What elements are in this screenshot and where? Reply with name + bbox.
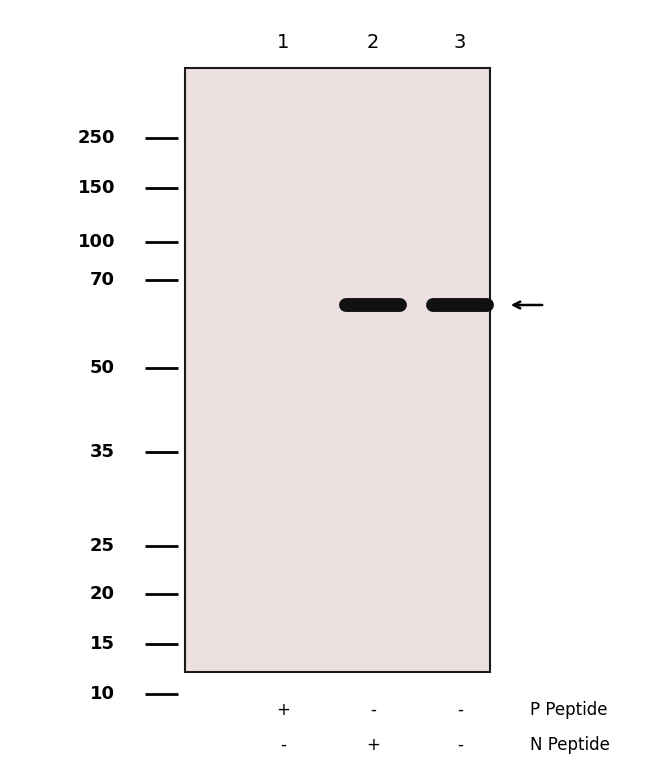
Text: 250: 250: [77, 129, 115, 147]
Text: 20: 20: [90, 585, 115, 603]
Text: 1: 1: [277, 32, 289, 52]
Text: -: -: [457, 736, 463, 754]
Text: 35: 35: [90, 443, 115, 461]
Text: -: -: [370, 701, 376, 719]
Text: -: -: [280, 736, 286, 754]
Text: 3: 3: [454, 32, 466, 52]
Text: 15: 15: [90, 635, 115, 653]
Text: 100: 100: [77, 233, 115, 251]
Text: 2: 2: [367, 32, 379, 52]
Text: +: +: [276, 701, 290, 719]
Bar: [185, 68, 490, 672]
Text: 25: 25: [90, 537, 115, 555]
Text: 10: 10: [90, 685, 115, 703]
Text: -: -: [457, 701, 463, 719]
Text: P Peptide: P Peptide: [530, 701, 608, 719]
Text: +: +: [366, 736, 380, 754]
Text: 50: 50: [90, 359, 115, 377]
Text: 70: 70: [90, 271, 115, 289]
Text: 150: 150: [77, 179, 115, 197]
Text: N Peptide: N Peptide: [530, 736, 610, 754]
